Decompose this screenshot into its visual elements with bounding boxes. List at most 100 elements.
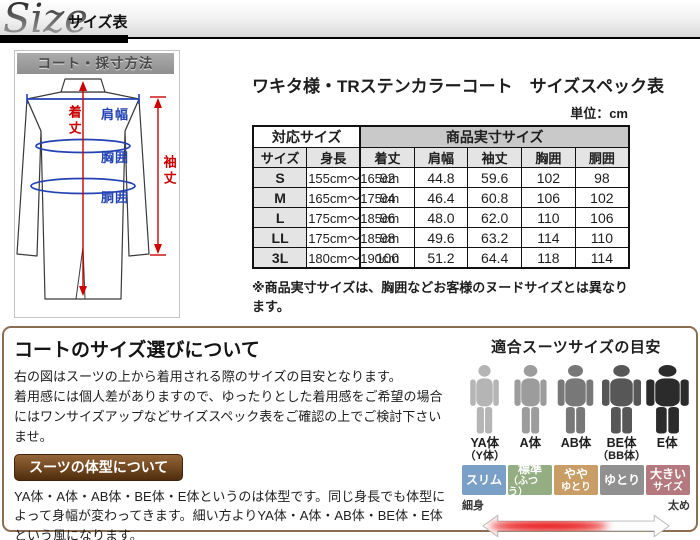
col-header-size: サイズ xyxy=(252,147,308,168)
cell-size: LL xyxy=(252,227,308,248)
cell-size: L xyxy=(252,207,308,228)
person-silhouette-icon xyxy=(599,362,644,434)
person-silhouette-icon xyxy=(555,362,596,434)
cell-value: 118 xyxy=(521,247,576,269)
header-gradient xyxy=(0,0,700,37)
suit-chart-title: 適合スーツサイズの目安 xyxy=(491,339,661,356)
group-header-jissun: 商品実寸サイズ xyxy=(359,125,630,148)
suit-size-chart: 適合スーツサイズの目安 YA体 （Y体） A体 AB体 xyxy=(462,334,690,539)
cell-value: 110 xyxy=(574,227,630,248)
cell-value: 110 xyxy=(521,207,576,228)
axis-label-wide: 太め xyxy=(668,500,690,513)
figure-label: A体 xyxy=(519,436,542,450)
cell-height: 155cm～165cm xyxy=(306,167,399,188)
figure-label: AB体 xyxy=(560,436,592,450)
cell-value: 94 xyxy=(359,187,415,208)
fit-badge-sublabel: （ふつう） xyxy=(508,476,538,499)
coat-measure-diagram: コート・採寸方法 着丈 肩幅 胸囲 胴囲 袖丈 xyxy=(14,50,180,318)
measure-label-shoulder: 肩幅 xyxy=(101,107,130,122)
body-type-text: YA体・A体・AB体・BE体・E体というのは体型です。同じ身長でも体型によって身… xyxy=(14,488,446,540)
header-rule-accent xyxy=(0,35,128,43)
cell-height: 180cm～190cm xyxy=(306,247,399,269)
cell-value: 51.2 xyxy=(413,247,469,269)
person-silhouette-icon xyxy=(468,362,501,434)
col-header-waist: 胴囲 xyxy=(574,147,630,168)
figure-sublabel: （Y体） xyxy=(464,450,505,463)
cell-value: 60.8 xyxy=(467,187,523,208)
cell-value: 62.0 xyxy=(467,207,523,228)
table-row: S 155cm～165cm 92 44.8 59.6 102 98 xyxy=(252,167,630,188)
figure-sublabel: （BB体） xyxy=(597,450,647,463)
cell-size: S xyxy=(252,167,308,188)
cell-value: 98 xyxy=(574,167,630,188)
body-type-heading-badge: スーツの体型について xyxy=(14,453,184,481)
group-header-taio: 対応サイズ xyxy=(252,125,361,148)
fit-badge: やや ゆとり xyxy=(554,465,598,496)
col-header-height: 身長 xyxy=(306,147,361,168)
measure-label-waist: 胴囲 xyxy=(101,190,130,205)
fit-badge: スリム xyxy=(462,465,506,496)
cell-value: 59.6 xyxy=(467,167,523,188)
fit-badge: ゆとり xyxy=(600,465,644,496)
fit-badge-label: ゆとり xyxy=(603,472,640,487)
measure-label-chest: 胸囲 xyxy=(101,150,130,165)
cell-value: 64.4 xyxy=(467,247,523,269)
cell-value: 106 xyxy=(521,187,576,208)
size-range-arrow xyxy=(462,512,690,540)
body-type-figure: BE体 （BB体） xyxy=(597,362,647,463)
guide-line2: 着用感には個人差がありますので、ゆったりとした着用感をご希望の場合にはワンサイズ… xyxy=(14,389,443,445)
col-header-shoulder: 肩幅 xyxy=(413,147,469,168)
cell-value: 46.4 xyxy=(413,187,469,208)
cell-value: 92 xyxy=(359,167,415,188)
body-type-figure: AB体 xyxy=(553,362,599,462)
body-type-figure: A体 xyxy=(508,362,554,462)
person-silhouette-icon xyxy=(643,362,692,434)
coat-illustration xyxy=(16,78,166,300)
measure-label-length: 着丈 xyxy=(66,105,82,137)
group-header-row: 対応サイズ 商品実寸サイズ xyxy=(252,125,630,148)
cell-value: 98 xyxy=(359,227,415,248)
diagram-title-bar: コート・採寸方法 xyxy=(17,53,174,74)
cell-value: 63.2 xyxy=(467,227,523,248)
table-row: L 175cm～185cm 96 48.0 62.0 110 106 xyxy=(252,207,630,228)
guide-column: コートのサイズ選びについて 右の図はスーツの上から着用される際のサイズの目安とな… xyxy=(14,334,454,540)
page-title: サイズ表 xyxy=(68,14,128,31)
silhouette-row: YA体 （Y体） A体 AB体 BE体 xyxy=(462,362,690,462)
fit-badge-sublabel: サイズ xyxy=(653,481,683,493)
person-silhouette-icon xyxy=(512,362,549,434)
guide-paragraph: 右の図はスーツの上から着用される際のサイズの目安となります。 着用感には個人差が… xyxy=(14,367,454,448)
axis-label-slim: 細身 xyxy=(462,500,484,513)
cell-value: 114 xyxy=(521,227,576,248)
cell-height: 175cm～185cm xyxy=(306,207,399,228)
measure-label-sleeve: 袖丈 xyxy=(161,155,177,187)
fit-badge-row: スリム 標準 （ふつう） やや ゆとり ゆとり 大きい サイズ xyxy=(462,462,690,499)
size-spec-table: 対応サイズ 商品実寸サイズ サイズ 身長 着丈 肩幅 袖丈 胸囲 胴囲 S 15… xyxy=(252,125,630,269)
cell-size: 3L xyxy=(252,247,308,269)
fit-badge-sublabel: ゆとり xyxy=(561,481,591,493)
page-header: Size サイズ表 xyxy=(0,0,700,44)
cell-height: 165cm～175cm xyxy=(306,187,399,208)
fit-badge-label: 大きい xyxy=(649,467,686,482)
table-row: 3L 180cm～190cm 100 51.2 64.4 118 114 xyxy=(252,247,630,269)
fit-badge-label: スリム xyxy=(465,472,502,487)
cell-value: 44.8 xyxy=(413,167,469,188)
cell-value: 114 xyxy=(574,247,630,269)
cell-value: 102 xyxy=(521,167,576,188)
column-header-row: サイズ 身長 着丈 肩幅 袖丈 胸囲 胴囲 xyxy=(252,147,630,168)
guide-line1: 右の図はスーツの上から着用される際のサイズの目安となります。 xyxy=(14,369,402,384)
figure-label: BE体 xyxy=(606,436,637,450)
figure-label: E体 xyxy=(656,436,678,450)
figure-label: YA体 xyxy=(470,436,500,450)
body-type-figure: E体 xyxy=(644,362,690,462)
col-header-sleeve: 袖丈 xyxy=(467,147,523,168)
size-logo: Size xyxy=(3,0,88,42)
body-type-figure: YA体 （Y体） xyxy=(462,362,508,462)
cell-value: 49.6 xyxy=(413,227,469,248)
size-axis-labels: 細身 太め xyxy=(462,497,690,513)
cell-value: 102 xyxy=(574,187,630,208)
guide-title: コートのサイズ選びについて xyxy=(14,340,260,361)
cell-value: 106 xyxy=(574,207,630,228)
fit-badge-label: やや xyxy=(563,467,588,482)
spec-note: ※商品実寸サイズは、胸囲などお客様のヌードサイズとは異なります。 xyxy=(252,280,628,314)
col-header-length: 着丈 xyxy=(359,147,415,168)
